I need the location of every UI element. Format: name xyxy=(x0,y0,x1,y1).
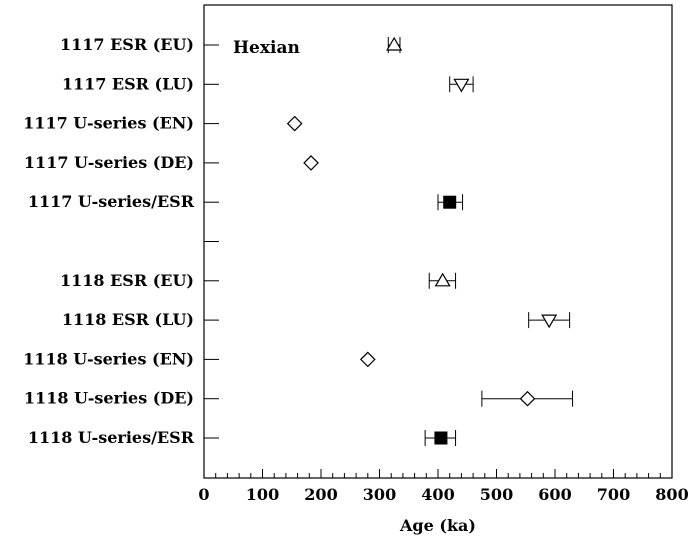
x-axis-title: Age (ka) xyxy=(399,516,476,535)
x-tick-label: 100 xyxy=(246,485,279,504)
marker-square xyxy=(434,431,448,445)
panel-label-hexian: Hexian xyxy=(233,38,300,58)
marker-diamond xyxy=(359,351,376,368)
row-label: 1118 ESR (LU) xyxy=(62,310,194,329)
x-tick-label: 600 xyxy=(538,485,571,504)
marker-diamond xyxy=(519,390,536,407)
x-tick-label: 200 xyxy=(304,485,337,504)
x-tick-label: 500 xyxy=(480,485,513,504)
marker-triangle-up xyxy=(386,36,403,51)
marker-diamond xyxy=(286,115,303,132)
marker-diamond xyxy=(303,155,319,171)
row-label: 1117 U-series/ESR xyxy=(28,192,195,211)
marker-triangle-down xyxy=(453,78,470,93)
row-label: 1118 U-series/ESR xyxy=(28,428,195,447)
row-label: 1117 ESR (LU) xyxy=(62,74,194,93)
row-label: 1117 U-series (EN) xyxy=(23,114,194,133)
x-tick-label: 300 xyxy=(363,485,396,504)
x-tick-label: 800 xyxy=(655,485,688,504)
x-axis: 0 100 200 300 400 500 600 700 800 xyxy=(198,469,689,504)
x-tick-label: 0 xyxy=(198,485,209,504)
row-label: 1117 U-series (DE) xyxy=(24,153,194,172)
marker-triangle-up xyxy=(434,272,451,287)
plot-frame xyxy=(203,4,673,479)
x-tick-label: 400 xyxy=(421,485,454,504)
row-label: 1118 U-series (EN) xyxy=(23,349,194,368)
marker-square xyxy=(443,195,457,209)
row-label: 1118 U-series (DE) xyxy=(24,389,194,408)
marker-triangle-down xyxy=(541,314,558,329)
data-rows: 1117 ESR (EU) 1117 ESR (LU) 1117 U-series … xyxy=(23,35,574,447)
row-label: 1118 ESR (EU) xyxy=(60,271,194,290)
row-label: 1117 ESR (EU) xyxy=(60,35,194,54)
x-tick-label: 700 xyxy=(597,485,630,504)
